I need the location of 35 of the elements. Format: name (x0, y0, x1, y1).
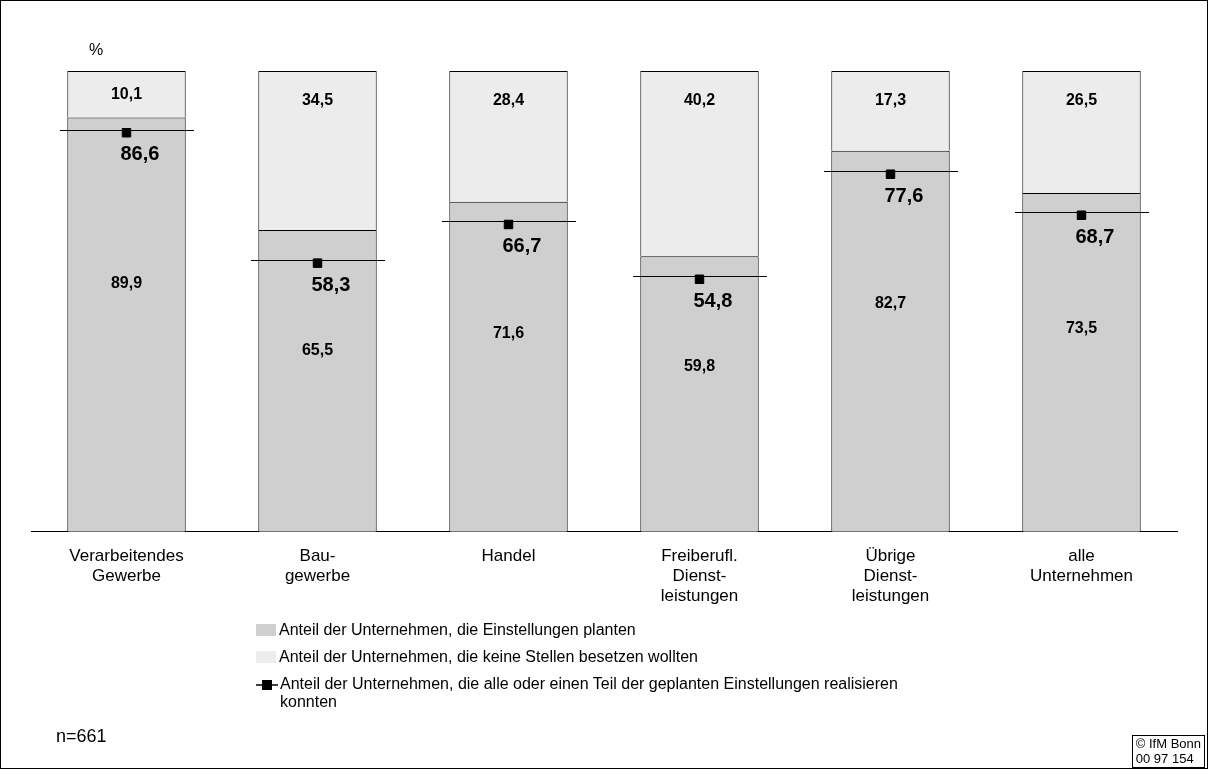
data-label: 82,7 (874, 293, 907, 311)
data-label: 10,1 (110, 84, 143, 102)
x-tick-label: Freiberufl. Dienst- leistungen (660, 545, 739, 606)
legend-label: Anteil der Unternehmen, die Einstellungen planten (279, 621, 636, 639)
data-label: 26,5 (1065, 91, 1098, 109)
point (121, 128, 132, 138)
data-label: 68,7 (1075, 224, 1115, 247)
data-label: 17,3 (874, 91, 907, 109)
point (312, 258, 323, 268)
text: © IfM Bonn 00 97 154 (1131, 735, 1205, 768)
legend-label: Anteil der Unternehmen, die alle oder einen Teil der geplanten Einstellungen realisieren konnten (280, 675, 899, 711)
x-tick-label: Bau- gewerbe (284, 545, 351, 586)
data-label: 73,5 (1065, 318, 1098, 336)
data-label: 59,8 (683, 356, 716, 374)
point (694, 274, 705, 285)
data-label: 89,9 (110, 273, 143, 291)
data-label: 40,2 (683, 91, 716, 109)
data-label: 86,6 (120, 142, 160, 165)
data-label: 34,5 (301, 91, 334, 109)
x-tick-label: Verarbeitendes Gewerbe (69, 545, 184, 586)
text: n=661 (56, 726, 107, 747)
data-label: 65,5 (301, 341, 334, 359)
data-label: 77,6 (884, 183, 924, 206)
x-tick-label: Übrige Dienst- leistungen (851, 545, 930, 606)
data-label: 71,6 (492, 324, 525, 342)
x-tick-label: alle Unternehmen (1029, 545, 1134, 586)
data-label: 58,3 (311, 272, 351, 295)
point (885, 169, 896, 179)
data-label: 66,7 (502, 233, 542, 256)
x-tick-label: Handel (481, 545, 536, 565)
data-label: 54,8 (693, 288, 733, 311)
data-label: 28,4 (492, 91, 525, 109)
y-axis-title: % (89, 41, 104, 59)
point (1076, 210, 1087, 220)
legend-label: Anteil der Unternehmen, die keine Stellen besetzen wollten (279, 648, 698, 666)
